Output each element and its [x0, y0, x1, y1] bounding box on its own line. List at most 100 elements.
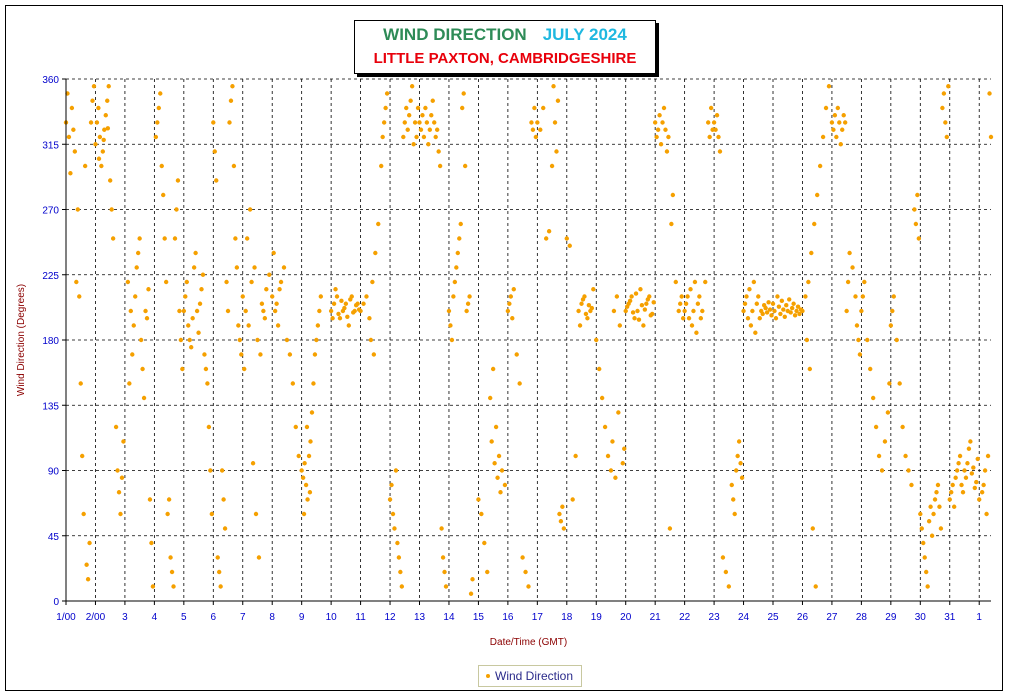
data-point — [442, 569, 447, 575]
data-point — [953, 475, 958, 480]
data-point — [278, 279, 284, 285]
data-point — [125, 279, 131, 285]
data-point — [395, 540, 400, 546]
x-tick-label: 16 — [502, 612, 514, 623]
data-point — [949, 490, 954, 495]
data-point — [691, 308, 696, 314]
data-point — [912, 207, 917, 212]
data-point — [97, 134, 103, 140]
x-tick-label: 1 — [976, 612, 982, 623]
data-point — [423, 105, 428, 111]
data-point — [982, 468, 988, 473]
data-point — [290, 381, 296, 386]
data-point — [364, 294, 369, 299]
data-point — [651, 300, 656, 305]
data-point — [778, 311, 783, 317]
data-point — [230, 84, 235, 89]
x-tick-label: 20 — [620, 612, 632, 623]
data-point — [834, 134, 839, 140]
data-point — [162, 236, 167, 241]
data-point — [814, 192, 820, 198]
data-point — [150, 584, 156, 589]
data-point — [496, 453, 502, 459]
data-point — [570, 497, 575, 502]
chart-subtitle: LITTLE PAXTON, CAMBRIDGESHIRE — [373, 50, 637, 67]
data-point — [835, 105, 841, 111]
data-point — [897, 381, 902, 386]
data-point — [720, 555, 726, 560]
data-point — [250, 461, 256, 466]
data-point — [479, 511, 484, 517]
data-point — [434, 127, 440, 132]
data-point — [658, 142, 664, 147]
data-point — [502, 482, 508, 488]
data-point — [196, 330, 201, 335]
data-point — [178, 337, 184, 343]
data-point — [105, 126, 111, 131]
data-point — [624, 304, 630, 309]
data-point — [928, 504, 933, 509]
data-point — [511, 287, 516, 292]
data-point — [652, 120, 658, 125]
data-point — [903, 453, 908, 459]
data-point — [186, 323, 191, 328]
data-point — [156, 105, 161, 111]
data-point — [80, 453, 85, 459]
data-point — [890, 308, 895, 314]
data-point — [700, 308, 705, 314]
data-point — [629, 294, 634, 299]
data-point — [514, 352, 519, 357]
x-tick-label: 11 — [355, 612, 366, 623]
data-point — [654, 134, 659, 140]
data-point — [287, 352, 293, 357]
data-point — [439, 526, 444, 531]
data-point — [644, 301, 649, 306]
data-point — [956, 461, 961, 466]
data-point — [906, 468, 911, 473]
data-point — [205, 381, 210, 386]
data-point — [526, 584, 531, 589]
data-point — [937, 504, 942, 509]
data-point — [429, 113, 434, 118]
data-point — [188, 345, 194, 350]
data-point — [561, 526, 567, 531]
data-point — [723, 569, 729, 575]
data-point — [221, 497, 226, 502]
data-point — [296, 453, 301, 459]
data-point — [277, 287, 282, 292]
data-point — [965, 461, 970, 466]
data-point — [144, 316, 150, 321]
data-point — [960, 490, 966, 495]
data-point — [258, 352, 263, 357]
data-point — [602, 424, 608, 430]
data-point — [168, 555, 173, 560]
data-point — [312, 352, 318, 357]
data-point — [147, 497, 153, 502]
data-point — [96, 156, 102, 161]
data-point — [432, 120, 437, 125]
data-point — [630, 310, 636, 315]
data-point — [253, 511, 259, 517]
data-point — [110, 236, 116, 241]
data-point — [159, 163, 164, 169]
data-point — [451, 294, 456, 299]
data-point — [411, 142, 416, 147]
data-point — [131, 323, 136, 328]
data-point — [614, 294, 620, 299]
data-point — [300, 475, 306, 480]
x-tick-label: 28 — [856, 612, 868, 623]
data-point — [934, 490, 939, 495]
data-point — [255, 337, 260, 343]
data-point — [454, 265, 459, 270]
data-point — [676, 308, 681, 314]
data-point — [371, 352, 377, 357]
chart-title: WIND DIRECTION — [383, 25, 527, 44]
y-tick-label: 45 — [48, 532, 60, 543]
data-point — [738, 461, 743, 466]
data-point — [510, 316, 515, 321]
data-point — [91, 84, 97, 89]
data-point — [809, 250, 814, 256]
data-point — [174, 207, 179, 212]
data-point — [191, 265, 197, 270]
data-point — [564, 236, 569, 241]
